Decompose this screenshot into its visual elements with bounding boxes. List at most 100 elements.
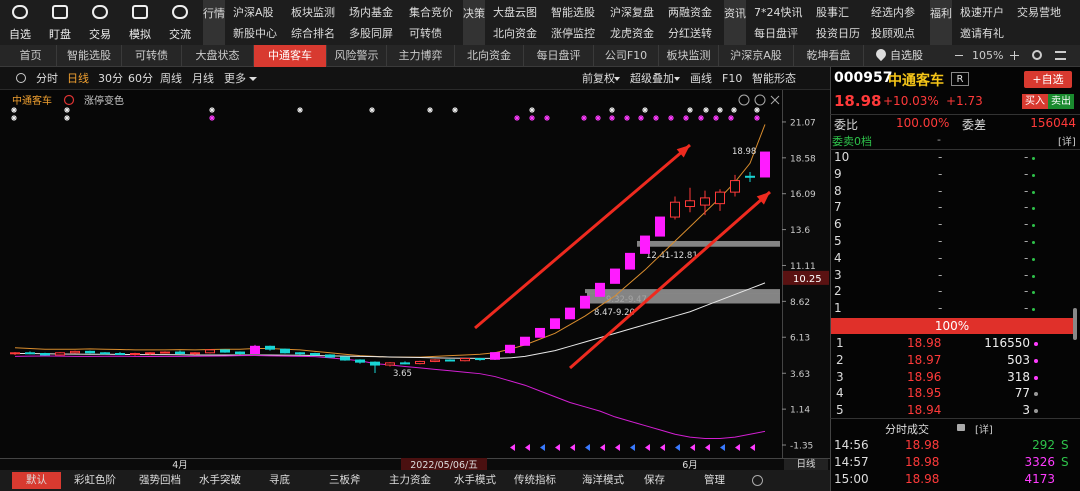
tab[interactable]: 公司F10 [594, 45, 659, 67]
menu-item[interactable]: 北向资金 [493, 27, 537, 40]
bottom-tab[interactable]: 保存 [644, 474, 665, 486]
menu-item[interactable]: 两融资金 [668, 6, 712, 19]
bottom-bar [0, 470, 830, 491]
tab[interactable]: 可转债 [122, 45, 182, 67]
favorites-tab[interactable]: 自选股 [890, 49, 923, 62]
chart-tool[interactable]: F10 [722, 72, 743, 85]
change-pct: +10.03% [883, 94, 939, 108]
period-switch[interactable]: 日线 [784, 459, 828, 470]
period-button[interactable]: 60分 [128, 72, 153, 85]
add-watch[interactable]: +自选 [1024, 71, 1072, 88]
tab[interactable]: 智能选股 [57, 45, 122, 67]
menu-item[interactable]: 股事汇 [816, 6, 849, 19]
menu-item[interactable]: 多股同屏 [349, 27, 393, 40]
period-button[interactable]: 30分 [98, 72, 123, 85]
menu-item[interactable]: 场内基金 [349, 6, 393, 19]
menu-item[interactable]: 极速开户 [960, 6, 1004, 19]
toolbar-label[interactable]: 盯盘 [49, 28, 71, 41]
menu-item[interactable]: 智能选股 [551, 6, 595, 19]
ask-level: 9 [834, 166, 842, 181]
menu-item[interactable]: 涨停监控 [551, 27, 595, 40]
menu-item[interactable]: 交易营地 [1017, 6, 1061, 19]
bottom-tab[interactable]: 三板斧 [329, 474, 361, 486]
menu-item[interactable]: 7*24快讯 [754, 6, 803, 19]
menu-item[interactable]: 沪深A股 [233, 6, 274, 19]
tab[interactable]: 每日盘评 [524, 45, 594, 67]
tab[interactable]: 主力博弈 [387, 45, 455, 67]
candle-body [445, 359, 455, 362]
tab[interactable]: 沪深京A股 [719, 45, 794, 67]
tab[interactable]: 板块监测 [659, 45, 719, 67]
signal-star [529, 107, 535, 113]
menu-item[interactable]: 新股中心 [233, 27, 277, 40]
menu-item[interactable]: 投顾观点 [871, 27, 915, 40]
period-button[interactable]: 分时 [36, 72, 58, 85]
menu-item[interactable]: 可转债 [409, 27, 442, 40]
period-button[interactable]: 月线 [192, 72, 214, 85]
signal-star [64, 115, 70, 121]
signal-flag [735, 444, 740, 451]
bottom-tab[interactable]: 水手模式 [454, 474, 496, 486]
bottom-tab[interactable]: 默认 [12, 472, 61, 489]
chart-tool[interactable]: 超级叠加 [630, 72, 674, 85]
tab[interactable]: 北向资金 [455, 45, 524, 67]
bottom-tab[interactable]: 强势回档 [139, 474, 181, 486]
menu-item[interactable]: 分红送转 [668, 27, 712, 40]
ask-price: - [938, 200, 943, 215]
bottom-tab[interactable]: 彩虹色阶 [74, 474, 116, 486]
menu-item[interactable]: 每日盘评 [754, 27, 798, 40]
group-label: 行情 [203, 0, 225, 45]
signal-star [544, 115, 550, 121]
bottom-tab[interactable]: 传统指标 [514, 474, 556, 486]
zoom-plus-v [1014, 51, 1015, 60]
bottom-tab[interactable]: 水手突破 [199, 474, 241, 486]
detail-link[interactable]: [详] [1058, 137, 1076, 148]
toolbar-label[interactable]: 交流 [169, 28, 191, 41]
trade-volume: 292 [1032, 438, 1055, 452]
buy-button[interactable]: 买入 [1022, 94, 1048, 109]
chart-tool[interactable]: 画线 [690, 72, 712, 85]
period-button[interactable]: 日线 [67, 72, 89, 85]
tab[interactable]: 中通客车 [254, 45, 327, 67]
toolbar-label[interactable]: 模拟 [129, 28, 151, 41]
period-button[interactable]: 周线 [160, 72, 182, 85]
chart-tool[interactable]: 智能形态 [752, 72, 796, 85]
bottom-tab[interactable]: 寻底 [269, 474, 290, 486]
trades-detail[interactable]: [详] [975, 425, 993, 436]
tab[interactable]: 乾坤看盘 [794, 45, 864, 67]
toolbar-label[interactable]: 交易 [89, 28, 111, 41]
candle-body [700, 197, 710, 206]
menu-item[interactable]: 集合竞价 [409, 6, 453, 19]
candle-body [115, 353, 125, 356]
menu-item[interactable]: 经选内参 [871, 6, 915, 19]
high-marker: 18.98 [732, 147, 756, 157]
tab[interactable]: 大盘状态 [182, 45, 254, 67]
ask-dot [1032, 224, 1035, 228]
bid-price: 18.94 [907, 403, 942, 418]
bottom-tab[interactable]: 海洋模式 [582, 474, 624, 486]
tab[interactable]: 首页 [5, 45, 57, 67]
menu-item[interactable]: 邀请有礼 [960, 27, 1004, 40]
period-button[interactable]: 更多 [224, 72, 246, 85]
menu-item[interactable]: 龙虎资金 [610, 27, 654, 40]
candle-body [520, 336, 530, 346]
ask-header: 委卖0档 [832, 135, 872, 148]
candle-body [400, 362, 410, 365]
tab[interactable]: 风险警示 [327, 45, 387, 67]
menu-item[interactable]: 综合排名 [291, 27, 335, 40]
ask-level: 7 [834, 200, 842, 215]
menu-item[interactable]: 沪深复盘 [610, 6, 654, 19]
ask-level: 2 [834, 284, 842, 299]
trade-price: 18.98 [905, 455, 940, 469]
toolbar-label[interactable]: 自选 [9, 28, 31, 41]
candle-body [415, 360, 425, 365]
menu-item[interactable]: 投资日历 [816, 27, 860, 40]
signal-flag [750, 444, 755, 451]
sell-button[interactable]: 卖出 [1048, 94, 1074, 109]
chart-tool[interactable]: 前复权 [582, 72, 615, 85]
menu-item[interactable]: 板块监测 [291, 6, 335, 19]
bottom-tab[interactable]: 主力资金 [389, 474, 431, 486]
menu-item[interactable]: 大盘云图 [493, 6, 537, 19]
bottom-tab[interactable]: 管理 [704, 474, 725, 486]
ask-price: - [938, 217, 943, 232]
